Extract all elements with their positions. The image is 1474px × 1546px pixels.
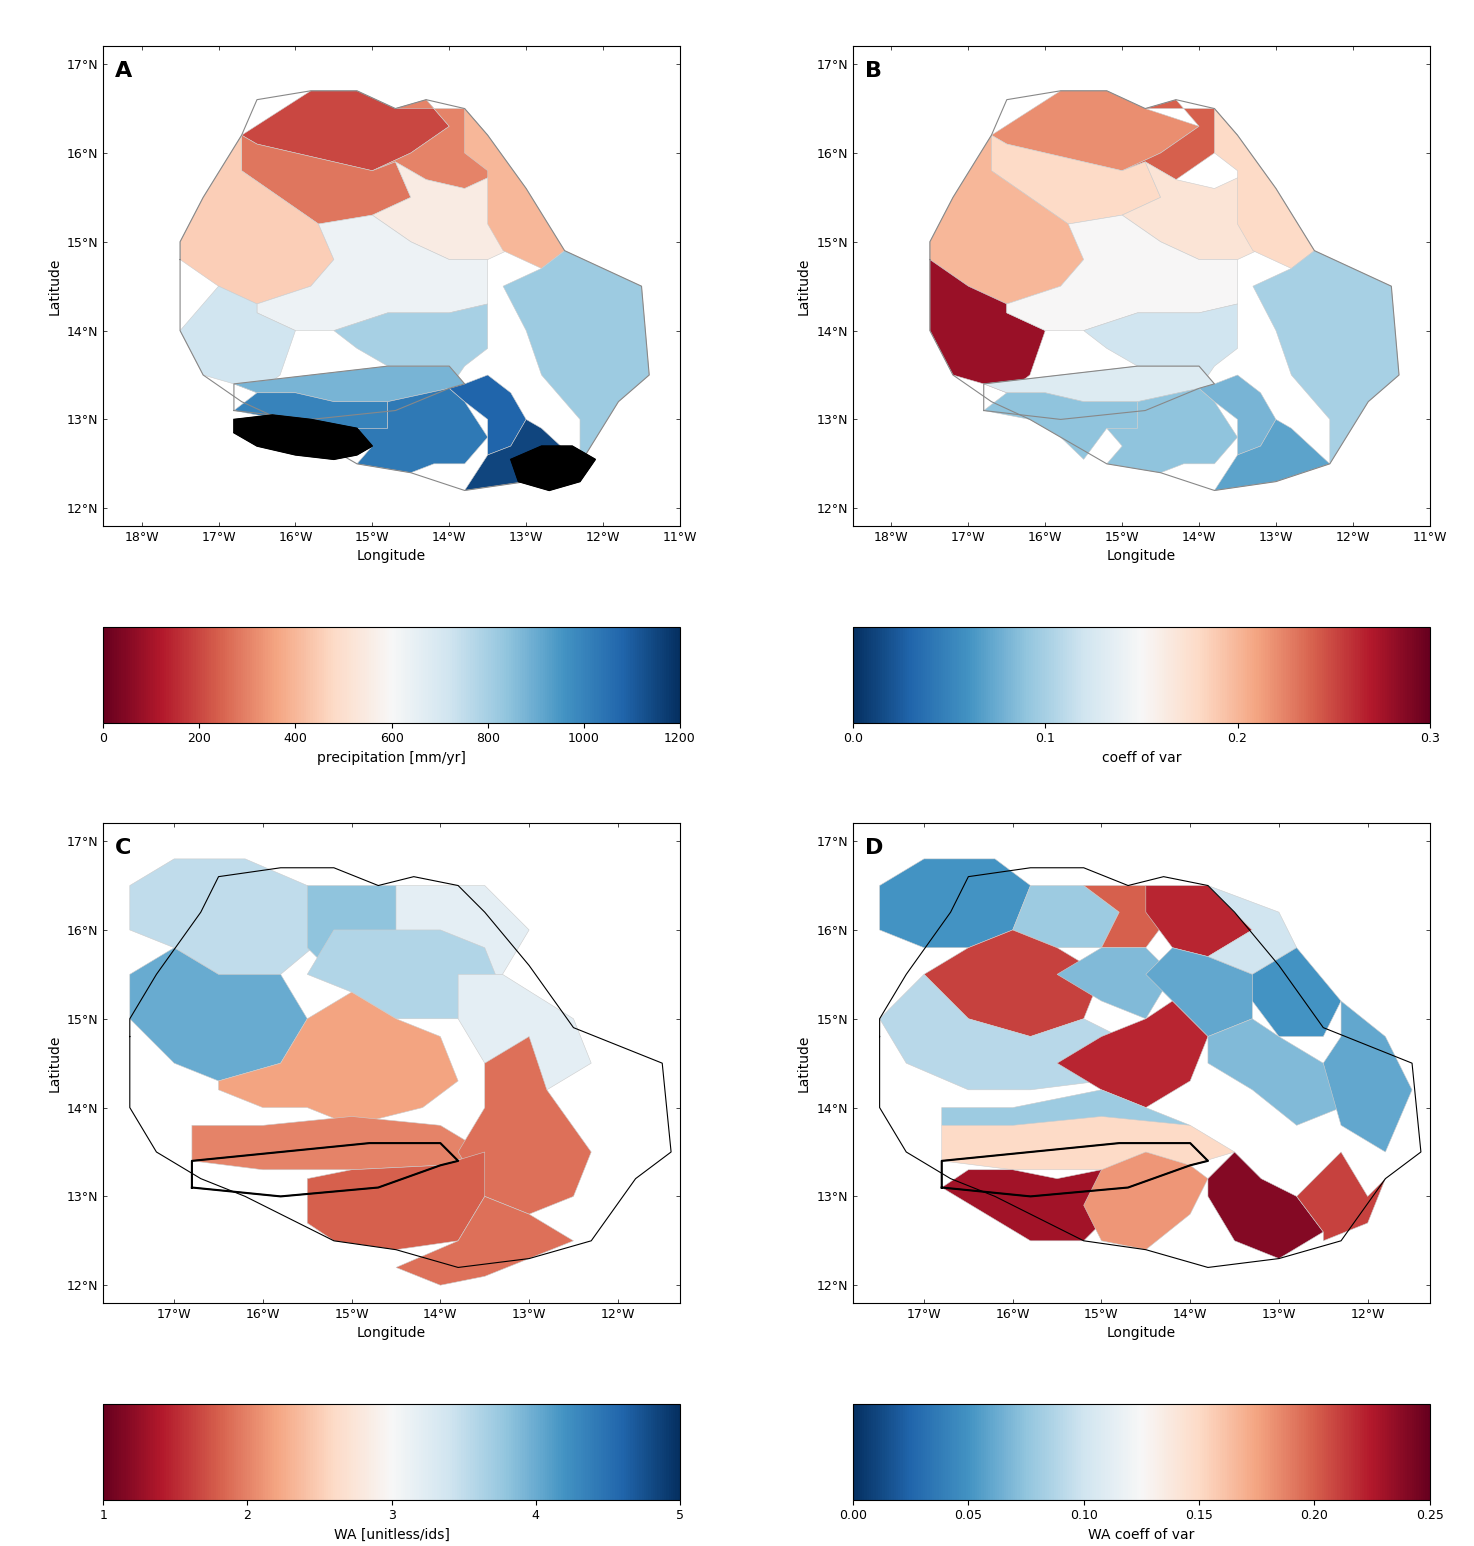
Polygon shape	[503, 250, 649, 464]
Polygon shape	[307, 1152, 485, 1249]
Polygon shape	[357, 388, 488, 473]
Polygon shape	[992, 135, 1160, 224]
Polygon shape	[1207, 1152, 1324, 1258]
Polygon shape	[458, 1036, 591, 1214]
X-axis label: Longitude: Longitude	[1107, 1326, 1176, 1340]
Polygon shape	[1324, 1000, 1412, 1152]
Polygon shape	[397, 1197, 573, 1285]
Polygon shape	[464, 108, 565, 269]
Polygon shape	[511, 447, 595, 490]
Y-axis label: Latitude: Latitude	[797, 1034, 811, 1091]
Polygon shape	[1145, 948, 1253, 1036]
Polygon shape	[1107, 388, 1238, 473]
Polygon shape	[1198, 376, 1276, 455]
Polygon shape	[942, 1090, 1190, 1152]
Polygon shape	[180, 135, 335, 305]
Polygon shape	[992, 91, 1198, 170]
Polygon shape	[242, 91, 450, 170]
Polygon shape	[218, 993, 458, 1125]
Polygon shape	[983, 366, 1215, 402]
Y-axis label: Latitude: Latitude	[47, 258, 60, 315]
Polygon shape	[1007, 215, 1238, 331]
Y-axis label: Latitude: Latitude	[797, 258, 811, 315]
Polygon shape	[1122, 162, 1276, 260]
Polygon shape	[373, 99, 503, 189]
Polygon shape	[130, 948, 307, 1081]
Text: B: B	[865, 60, 881, 80]
X-axis label: WA coeff of var: WA coeff of var	[1088, 1527, 1194, 1541]
Polygon shape	[234, 414, 373, 459]
Polygon shape	[1083, 886, 1172, 948]
Polygon shape	[880, 860, 1030, 948]
Polygon shape	[942, 1116, 1235, 1170]
Polygon shape	[1057, 1000, 1207, 1107]
Polygon shape	[458, 974, 591, 1090]
Polygon shape	[234, 393, 388, 459]
Polygon shape	[924, 931, 1101, 1036]
Polygon shape	[880, 974, 1119, 1090]
Polygon shape	[1215, 108, 1315, 269]
Polygon shape	[1122, 99, 1238, 179]
Polygon shape	[1145, 886, 1253, 957]
Text: C: C	[115, 838, 131, 858]
Polygon shape	[450, 376, 526, 455]
X-axis label: WA [unitless/ids]: WA [unitless/ids]	[333, 1527, 450, 1541]
Polygon shape	[234, 366, 464, 402]
Polygon shape	[397, 886, 529, 974]
Text: D: D	[865, 838, 883, 858]
Polygon shape	[942, 1170, 1119, 1241]
X-axis label: coeff of var: coeff of var	[1101, 751, 1181, 765]
Polygon shape	[307, 886, 441, 974]
Polygon shape	[1013, 886, 1119, 948]
Polygon shape	[373, 162, 526, 260]
Text: A: A	[115, 60, 133, 80]
Polygon shape	[1083, 1152, 1207, 1249]
X-axis label: Longitude: Longitude	[1107, 549, 1176, 563]
Polygon shape	[930, 260, 1045, 393]
Polygon shape	[930, 135, 1083, 305]
X-axis label: Longitude: Longitude	[357, 549, 426, 563]
Polygon shape	[1297, 1152, 1386, 1241]
Polygon shape	[130, 860, 335, 974]
Polygon shape	[1083, 305, 1238, 388]
X-axis label: Longitude: Longitude	[357, 1326, 426, 1340]
Polygon shape	[307, 931, 503, 1019]
Polygon shape	[335, 305, 488, 388]
Polygon shape	[242, 135, 411, 224]
Polygon shape	[1253, 948, 1341, 1036]
Polygon shape	[983, 393, 1138, 459]
Polygon shape	[180, 286, 295, 393]
Polygon shape	[1253, 250, 1399, 464]
Y-axis label: Latitude: Latitude	[47, 1034, 60, 1091]
Polygon shape	[464, 419, 579, 490]
Polygon shape	[1215, 419, 1330, 490]
X-axis label: precipitation [mm/yr]: precipitation [mm/yr]	[317, 751, 466, 765]
Polygon shape	[256, 215, 488, 331]
Polygon shape	[1207, 1019, 1341, 1125]
Polygon shape	[192, 1116, 485, 1170]
Polygon shape	[1207, 886, 1297, 974]
Polygon shape	[1057, 948, 1172, 1019]
